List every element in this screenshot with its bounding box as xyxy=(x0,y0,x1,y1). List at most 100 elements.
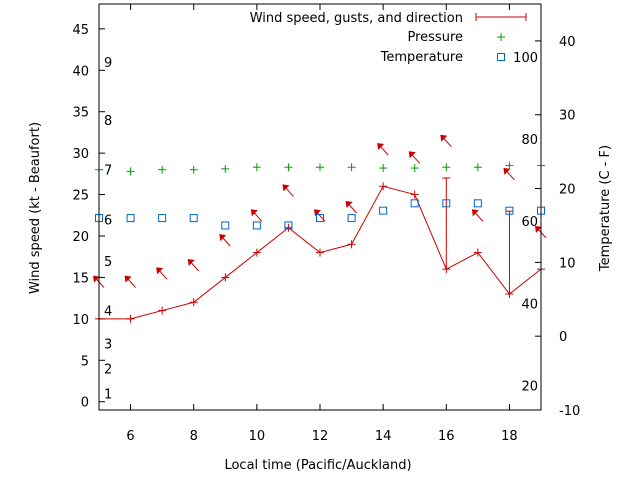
axes-layer: 6 8 10 12 14 16 18051015202530354045-100102030… xyxy=(72,4,580,444)
y-tick-label: 0 xyxy=(81,396,89,411)
wind-speed-point xyxy=(410,190,419,199)
y-tick-label: 30 xyxy=(72,147,89,162)
wind-speed-point xyxy=(505,290,514,298)
y2-tick-label: 0 xyxy=(559,330,567,345)
temperature-point xyxy=(442,199,451,208)
x-tick-label: 16 xyxy=(438,429,455,444)
pressure-point xyxy=(410,164,419,173)
wind-direction-arrow xyxy=(219,234,231,247)
temperature-point xyxy=(189,214,198,223)
wind-direction-arrow xyxy=(187,259,200,272)
wind-direction-arrow xyxy=(124,275,136,288)
wind-speed-point xyxy=(126,314,135,323)
beaufort-label: 6 xyxy=(104,213,112,228)
x-tick-label: 6 xyxy=(126,429,134,444)
x-tick-label: 14 xyxy=(375,429,392,444)
legend-swatch-temperature xyxy=(497,53,505,61)
marks-layer xyxy=(93,134,547,323)
wind-speed-point xyxy=(442,265,451,274)
beaufort-label: 2 xyxy=(104,363,112,378)
pressure-point xyxy=(126,167,135,176)
y-tick-label: 10 xyxy=(72,313,89,328)
y-tick-label: 5 xyxy=(81,354,89,369)
beaufort-label: 4 xyxy=(104,305,112,320)
y-axis-label: Wind speed (kt - Beaufort) xyxy=(28,122,43,294)
wind-speed-point xyxy=(379,182,388,191)
wind-direction-arrow xyxy=(377,143,389,156)
y-tick-label: 25 xyxy=(72,189,89,204)
x-tick-label: 8 xyxy=(190,429,198,444)
wind-direction-arrow xyxy=(408,151,421,164)
legend-label-wind: Wind speed, gusts, and direction xyxy=(250,11,463,26)
wind-speed-point xyxy=(158,306,167,315)
y2-tick-label: -10 xyxy=(559,404,580,419)
y-tick-label: 20 xyxy=(72,230,89,245)
y-tick-label: 40 xyxy=(72,64,89,79)
y2-tick-label: 10 xyxy=(559,256,576,271)
beaufort-label: 5 xyxy=(104,255,112,270)
temperature-point xyxy=(158,214,167,223)
beaufort-label: 7 xyxy=(104,164,112,179)
beaufort-label: 3 xyxy=(104,338,112,353)
beaufort-label: 9 xyxy=(104,56,112,71)
fahrenheit-label: 20 xyxy=(521,380,538,395)
wind-direction-arrow xyxy=(440,134,452,148)
pressure-point xyxy=(473,163,482,172)
wind-speed-point xyxy=(316,248,324,257)
temperature-point xyxy=(505,206,514,215)
temperature-point xyxy=(284,221,293,230)
fahrenheit-label: 100 xyxy=(513,51,538,66)
pressure-point xyxy=(347,163,356,172)
y2-tick-label: 40 xyxy=(559,35,576,50)
fahrenheit-label: 60 xyxy=(521,215,538,230)
y-tick-label: 15 xyxy=(72,271,89,286)
x-axis-label: Local time (Pacific/Auckland) xyxy=(224,458,411,473)
pressure-point xyxy=(158,165,167,174)
y2-axis-label: Temperature (C - F) xyxy=(598,145,613,272)
y2-tick-label: 20 xyxy=(559,183,576,198)
temperature-point xyxy=(252,221,261,230)
x-tick-label: 10 xyxy=(249,429,266,444)
fahrenheit-label: 40 xyxy=(521,298,538,313)
legend-swatch-pressure xyxy=(497,33,505,41)
pressure-point xyxy=(221,164,230,173)
beaufort-label: 8 xyxy=(104,114,112,129)
wind-direction-arrow xyxy=(156,267,168,280)
legend-label-temperature: Temperature xyxy=(380,50,463,65)
wind-direction-arrow xyxy=(345,201,357,214)
wind-speed-point xyxy=(284,223,293,232)
temperature-point xyxy=(126,214,135,223)
pressure-point xyxy=(442,163,451,172)
x-tick-label: 18 xyxy=(501,429,518,444)
temperature-point xyxy=(347,214,356,223)
y-tick-label: 45 xyxy=(72,23,89,38)
y-tick-label: 35 xyxy=(72,106,89,121)
temperature-point xyxy=(410,199,419,208)
pressure-point xyxy=(505,161,514,170)
fahrenheit-label: 80 xyxy=(521,133,538,148)
wind-speed-point xyxy=(221,273,230,282)
pressure-point xyxy=(316,163,324,172)
wind-direction-arrow xyxy=(250,209,263,222)
temperature-point xyxy=(221,221,230,230)
beaufort-label: 1 xyxy=(104,387,112,402)
wind-direction-arrow xyxy=(282,184,294,197)
legend: Wind speed, gusts, and direction Pressur… xyxy=(250,11,527,65)
plot-frame xyxy=(98,3,542,411)
y2-tick-label: 30 xyxy=(559,109,576,124)
pressure-point xyxy=(284,163,293,172)
wind-speed-point xyxy=(189,298,198,307)
wind-direction-arrow xyxy=(471,209,484,222)
temperature-point xyxy=(316,214,324,223)
pressure-point xyxy=(379,164,388,173)
pressure-point xyxy=(252,163,261,172)
wind-speed-point xyxy=(347,240,356,249)
legend-label-pressure: Pressure xyxy=(407,30,463,45)
pressure-point xyxy=(189,165,198,174)
wind-speed-point xyxy=(252,248,261,257)
wind-direction-arrow xyxy=(503,167,515,181)
x-tick-label: 12 xyxy=(312,429,329,444)
wind-speed-point xyxy=(473,248,482,257)
